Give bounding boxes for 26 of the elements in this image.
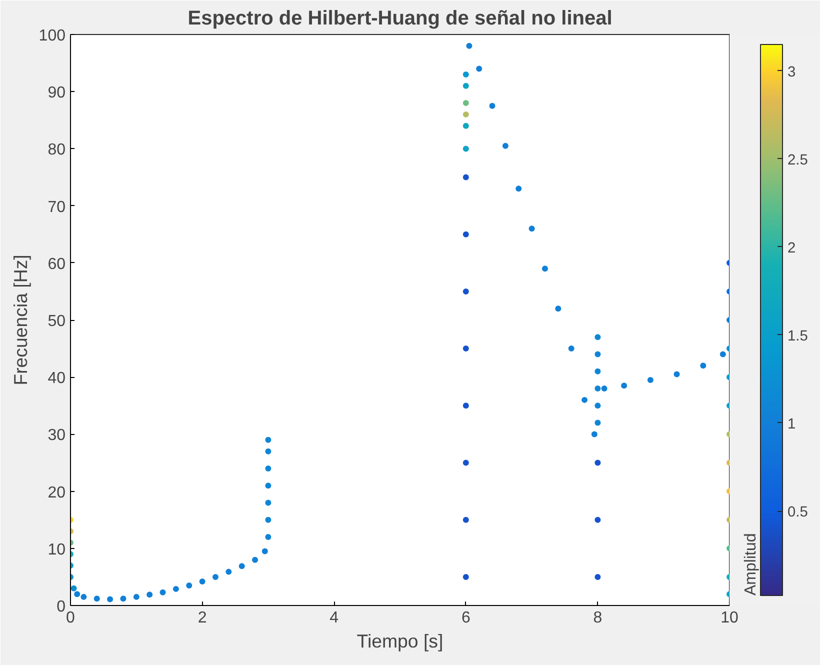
y-axis-title: Frecuencia [Hz] (10, 254, 31, 386)
y-tick-label: 100 (38, 28, 66, 44)
color-bar-label: 1.5 (788, 328, 808, 344)
y-tick-label: 60 (48, 256, 66, 273)
x-tick-label: 10 (720, 610, 738, 626)
y-tick-label: 0 (56, 598, 66, 616)
x-tick-label: 4 (330, 610, 339, 626)
x-tick-label: 6 (461, 610, 470, 626)
x-tick-label: 8 (593, 610, 602, 626)
color-bar-title: Amplitud (742, 533, 760, 596)
y-tick-label: 80 (48, 142, 66, 159)
y-tick-label: 10 (48, 541, 66, 558)
y-tick-label: 20 (48, 484, 66, 502)
color-bar-label: 2 (788, 240, 796, 256)
y-tick-label: 30 (48, 427, 66, 444)
color-bar-label: 0.5 (788, 504, 808, 520)
y-tick-label: 40 (48, 370, 66, 388)
y-tick-label: 50 (48, 313, 66, 330)
color-bar-label: 3 (788, 64, 796, 80)
y-tick-label: 90 (48, 84, 66, 102)
color-bar-label: 1 (788, 416, 796, 432)
x-axis-title: Tiempo [s] (356, 630, 444, 652)
x-tick-label: 2 (198, 610, 207, 626)
y-tick-label: 70 (48, 198, 66, 216)
chart-title: Espectro de Hilbert-Huang de señal no lineal (188, 8, 612, 30)
color-bar-label: 2.5 (788, 152, 808, 168)
